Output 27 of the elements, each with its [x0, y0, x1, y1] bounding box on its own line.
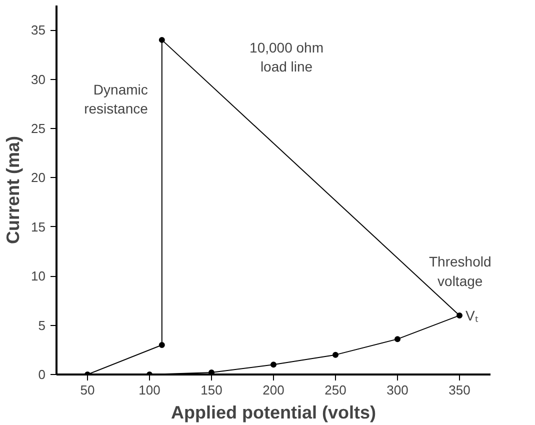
y-axis-title: Current (ma) [3, 136, 24, 244]
annotation: 10,000 ohm load line [250, 40, 324, 75]
y-tick-label: 0 [38, 367, 46, 382]
y-tick-label: 20 [31, 170, 46, 186]
x-axis-title: Applied potential (volts) [171, 402, 376, 422]
x-tick-label: 300 [386, 382, 408, 398]
x-tick-label: 200 [262, 382, 284, 398]
y-tick-label: 30 [31, 72, 46, 87]
y-tick-label: 25 [31, 121, 46, 136]
x-tick-label: 150 [200, 382, 222, 398]
point [394, 336, 400, 342]
annotation: Threshold voltage [428, 254, 492, 289]
annotation: Vₜ [466, 307, 479, 324]
y-tick-label: 10 [31, 268, 46, 284]
point [158, 342, 165, 348]
x-tick-label: 350 [448, 382, 470, 398]
point [270, 362, 276, 368]
x-tick-label: 100 [138, 382, 160, 398]
x-tick-label: 250 [324, 382, 346, 398]
y-tick-label: 15 [31, 219, 46, 234]
point [456, 312, 462, 318]
x-tick-label: 50 [80, 382, 95, 398]
y-tick-label: 35 [31, 22, 46, 38]
annotation: Dynamic resistance [84, 81, 148, 117]
point [332, 352, 338, 358]
point [158, 36, 165, 43]
y-tick-label: 5 [38, 318, 46, 333]
